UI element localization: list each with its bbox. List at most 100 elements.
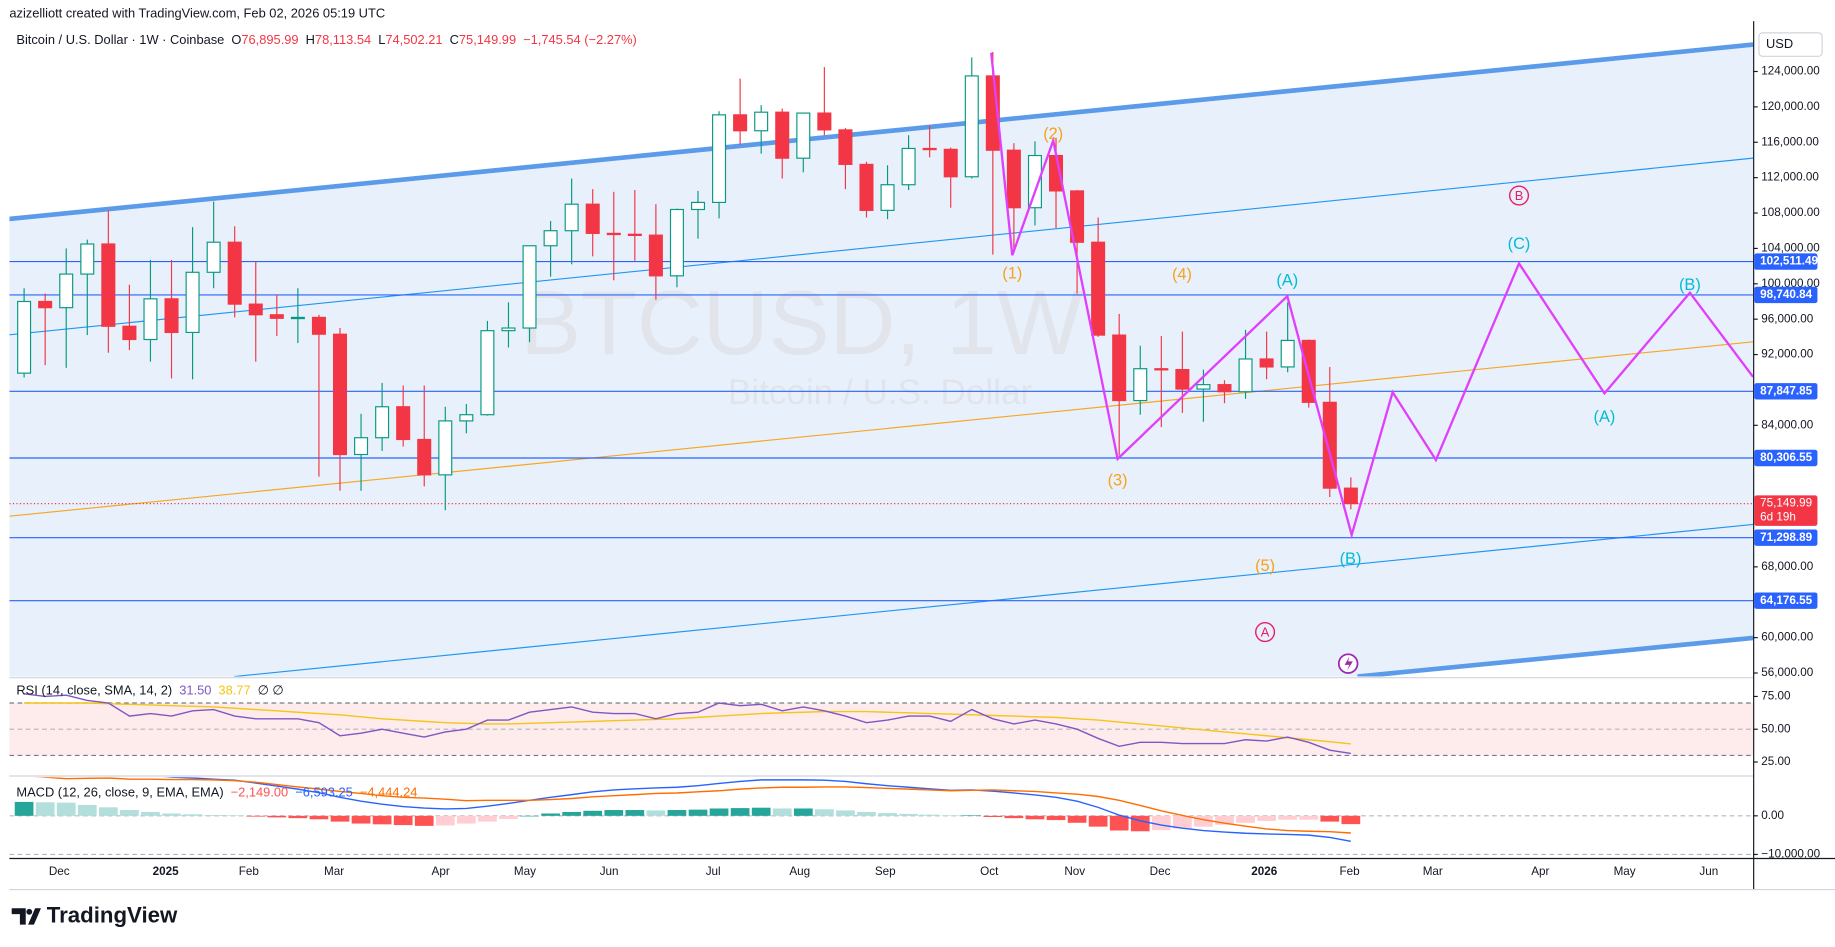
- indicator-value: 31.50: [179, 683, 211, 698]
- histogram-bar: [77, 805, 97, 816]
- wave-label: (5): [1255, 557, 1275, 575]
- histogram-bar: [351, 815, 371, 824]
- candle-body: [143, 298, 158, 341]
- histogram-bar: [836, 810, 855, 816]
- histogram-bar: [604, 810, 624, 816]
- histogram-bar: [309, 815, 329, 820]
- candle-body: [185, 271, 200, 334]
- macd-line: [35, 777, 1351, 834]
- level-label: 98,740.84: [1760, 288, 1812, 301]
- histogram-bar: [204, 815, 224, 816]
- level-label: 102,511.49: [1760, 255, 1818, 268]
- histogram-bar: [1320, 815, 1340, 822]
- indicator-extra: ∅ ∅: [258, 683, 284, 698]
- candle-body: [206, 241, 221, 273]
- candle-body: [522, 245, 537, 329]
- candle-body: [1027, 154, 1042, 209]
- wave-label: (A): [1594, 408, 1616, 426]
- candle-body: [417, 438, 432, 476]
- candle-body: [248, 303, 263, 316]
- x-tick-label: Dec: [1150, 865, 1171, 878]
- symbol-legend: Bitcoin / U.S. Dollar · 1W · Coinbase O76…: [16, 32, 636, 47]
- x-tick-label: Oct: [980, 865, 999, 878]
- created-by: azizelliott created with TradingView.com…: [9, 6, 385, 21]
- candle-body: [1343, 487, 1358, 505]
- rsi-pane: [9, 693, 1754, 757]
- y-tick-label: 68,000.00: [1761, 560, 1813, 573]
- indicator-title: RSI (14, close, SMA, 14, 2): [16, 683, 172, 698]
- histogram-bar: [499, 815, 518, 819]
- histogram-bar: [1151, 815, 1171, 831]
- level-tag: [1754, 529, 1818, 546]
- x-tick-label: 2025: [153, 865, 180, 878]
- histogram-bar: [730, 808, 750, 816]
- histogram-bar: [288, 815, 308, 819]
- candle-body: [564, 203, 579, 232]
- candle-body: [964, 75, 979, 178]
- candle-body: [290, 316, 305, 320]
- histogram-bar: [478, 815, 497, 822]
- histogram-bar: [183, 814, 202, 816]
- histogram-bar: [1025, 815, 1045, 820]
- histogram-bar: [98, 807, 118, 816]
- histogram-bar: [246, 815, 266, 817]
- y-tick-label: 100,000.00: [1761, 277, 1820, 290]
- currency-box[interactable]: [1758, 32, 1823, 57]
- histogram-bar: [814, 809, 834, 816]
- y-tick-label: 112,000.00: [1761, 171, 1819, 184]
- candle-body: [1280, 339, 1295, 368]
- indicator-title: MACD (12, 26, close, 9, EMA, EMA): [16, 785, 223, 800]
- candle-body: [648, 234, 663, 277]
- histogram-bar: [583, 810, 603, 816]
- candle-body: [669, 208, 684, 277]
- candle-body: [733, 114, 748, 132]
- candle-body: [817, 112, 832, 131]
- histogram-bar: [1299, 815, 1319, 820]
- candle-body: [1196, 384, 1211, 390]
- histogram-bar: [414, 815, 434, 826]
- candle-body: [101, 243, 116, 327]
- histogram-bar: [393, 815, 413, 826]
- x-tick-label: Apr: [432, 865, 450, 878]
- candle-body: [459, 414, 474, 422]
- candle-body: [375, 406, 390, 439]
- level-tag: [1754, 449, 1818, 467]
- histogram-bar: [920, 814, 940, 816]
- candle-body: [775, 111, 790, 159]
- level-label: 64,176.55: [1760, 594, 1812, 607]
- candle-body: [543, 230, 558, 247]
- wave-label: (4): [1172, 265, 1192, 283]
- candle-body: [627, 233, 642, 237]
- candle-body: [859, 163, 874, 211]
- x-tick-label: Jun: [1699, 865, 1718, 878]
- histogram-bar: [646, 810, 666, 816]
- channel-mid: [9, 157, 1754, 336]
- ohlc-prefix: L: [378, 32, 385, 47]
- x-tick-label: Feb: [1340, 865, 1361, 878]
- histogram-bar: [14, 801, 34, 816]
- candle-body: [606, 232, 621, 236]
- y-tick-label: 75.00: [1761, 690, 1791, 703]
- candle-body: [1133, 368, 1148, 402]
- histogram-bar: [1004, 815, 1024, 819]
- alert-icon: [1337, 653, 1359, 674]
- wave-label: B: [1515, 188, 1524, 203]
- symbol: Bitcoin / U.S. Dollar · 1W · Coinbase: [16, 32, 224, 47]
- y-tick-label: 104,000.00: [1761, 242, 1820, 255]
- candle-body: [1091, 241, 1106, 336]
- candle-body: [1070, 190, 1085, 243]
- y-tick-label: −10,000.00: [1761, 848, 1820, 861]
- candle-body: [1154, 368, 1169, 371]
- ohlc-value: 78,113.54: [315, 32, 371, 47]
- ohlc-value: 75,149.99: [459, 32, 516, 47]
- histogram-bar: [941, 815, 961, 817]
- histogram-bar: [162, 813, 181, 816]
- candle-body: [227, 241, 242, 305]
- histogram-bar: [793, 808, 813, 816]
- ohlc-value: 76,895.99: [241, 32, 298, 47]
- y-tick-label: 108,000.00: [1761, 206, 1820, 219]
- candle-body: [901, 147, 916, 186]
- countdown: 6d 19h: [1760, 511, 1796, 524]
- candle-body: [80, 243, 95, 275]
